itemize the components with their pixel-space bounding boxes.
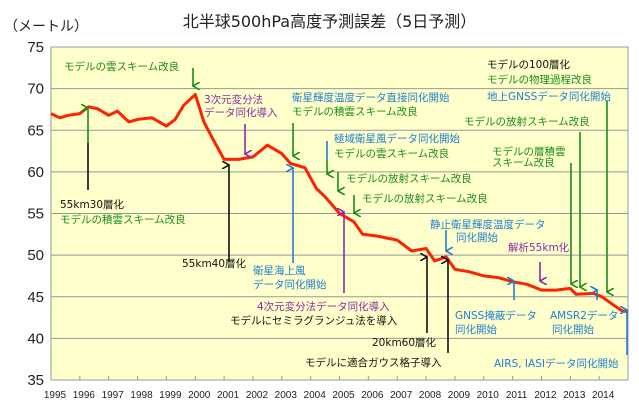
x-tick-label: 2004 — [304, 390, 327, 401]
annotation: 静止衛星輝度温度データ — [430, 219, 546, 231]
annotation: 地上GNSSデータ同化開始 — [487, 91, 611, 103]
annotation: モデルの積雲スキーム改良 — [292, 106, 418, 118]
x-tick-label: 1999 — [159, 390, 182, 401]
annotation: スキーム改良 — [492, 157, 555, 169]
annotation: モデルの物理過程改良 — [487, 74, 592, 86]
y-tick-label: 55 — [27, 206, 44, 223]
x-tick-label: 2014 — [592, 390, 615, 401]
annotation: 同化開始 — [552, 324, 594, 336]
annotation: 解析55km化 — [508, 242, 570, 254]
x-tick-label: 2000 — [188, 390, 211, 401]
y-tick-label: 70 — [27, 81, 44, 98]
annotation: 衛星輝度温度データ直接同化開始 — [292, 92, 450, 104]
annotation: モデルの放射スキーム改良 — [346, 173, 472, 185]
annotation: 3次元変分法 — [204, 94, 264, 106]
annotation: モデルにセミラグランジュ法を導入 — [230, 315, 398, 327]
annotation: 20km60層化 — [372, 337, 437, 349]
y-tick-label: 75 — [27, 39, 44, 56]
annotation: モデルに適合ガウス格子導入 — [305, 357, 442, 369]
annotation: モデルの層積雲 — [492, 146, 566, 158]
chart-title: 北半球500hPa高度予測誤差（5日予測） — [182, 12, 477, 31]
annotation: AIRS, IASIデータ同化開始 — [494, 358, 619, 370]
annotation: モデルの100層化 — [487, 59, 571, 71]
y-tick-label: 65 — [27, 122, 44, 139]
x-tick-label: 2005 — [332, 390, 355, 401]
annotation: 極域衛星風データ同化開始 — [334, 133, 460, 145]
annotation: モデルの積雲スキーム改良 — [60, 214, 186, 226]
y-tick-label: 35 — [27, 372, 44, 389]
x-tick-label: 1997 — [102, 390, 125, 401]
annotation: 衛星海上風 — [253, 265, 306, 277]
annotation: データ同化導入 — [204, 107, 278, 119]
x-tick-label: 2012 — [534, 390, 557, 401]
annotation: モデルの雲スキーム改良 — [334, 148, 450, 160]
annotation: 同化開始 — [455, 324, 497, 336]
y-tick-label: 40 — [27, 330, 44, 347]
y-tick-label: 45 — [27, 289, 44, 306]
annotation: 4次元変分法データ同化導入 — [257, 301, 390, 313]
x-tick-label: 2003 — [275, 390, 298, 401]
y-axis-unit: （メートル） — [4, 19, 88, 35]
annotation: 同化開始 — [456, 232, 498, 244]
annotation: 55km30層化 — [60, 199, 125, 211]
series-line — [50, 93, 629, 314]
annotation: GNSS掩蔽データ — [455, 310, 537, 322]
x-tick-label: 2007 — [390, 390, 413, 401]
y-tick-label: 50 — [27, 247, 44, 264]
annotation: データ同化開始 — [253, 279, 327, 291]
x-tick-label: 2002 — [246, 390, 269, 401]
x-tick-label: 2006 — [361, 390, 384, 401]
annotation: モデルの放射スキーム改良 — [362, 193, 488, 205]
x-tick-label: 1998 — [130, 390, 153, 401]
y-tick-label: 60 — [27, 164, 44, 181]
annotation: AMSR2データ — [550, 310, 619, 322]
annotation: 55km40層化 — [182, 258, 247, 270]
x-tick-label: 2008 — [419, 390, 442, 401]
x-tick-label: 2013 — [563, 390, 586, 401]
x-tick-label: 1995 — [44, 390, 67, 401]
x-tick-label: 2010 — [477, 390, 500, 401]
x-tick-label: 2011 — [506, 390, 528, 401]
x-tick-label: 2001 — [217, 390, 240, 401]
annotation: モデルの放射スキーム改良 — [464, 116, 590, 128]
x-tick-label: 1996 — [73, 390, 96, 401]
annotation: モデルの雲スキーム改良 — [64, 61, 180, 73]
x-tick-label: 2009 — [448, 390, 471, 401]
